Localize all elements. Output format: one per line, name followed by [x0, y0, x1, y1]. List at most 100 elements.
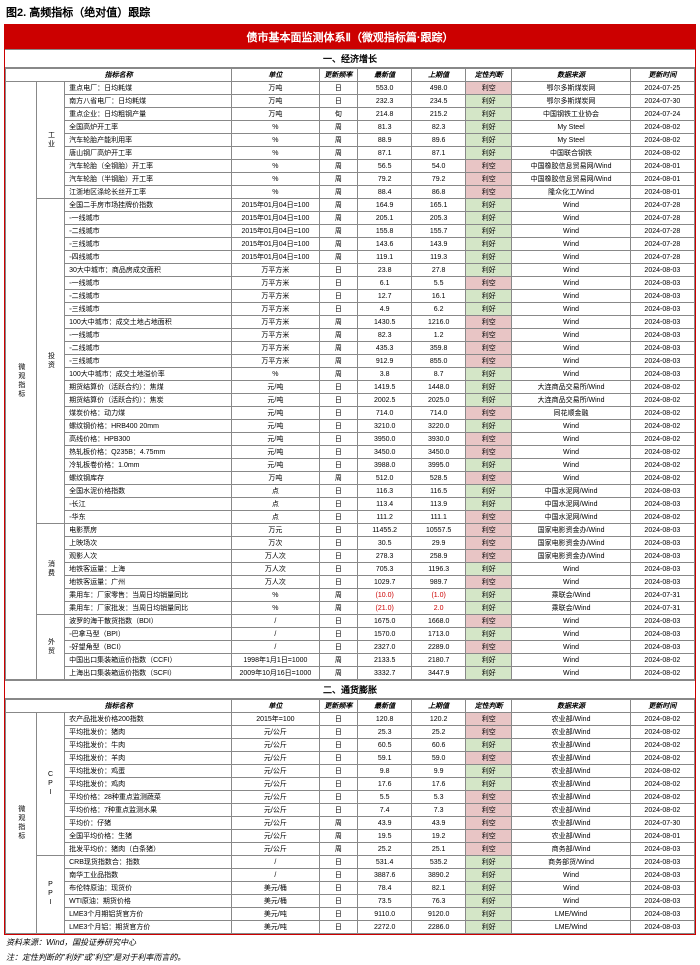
- cell-v1: 111.2: [358, 511, 412, 524]
- cell-unit: 2015年=100: [232, 713, 319, 726]
- cell-name: ◦华东: [65, 511, 232, 524]
- cell-date: 2024-08-03: [630, 576, 694, 589]
- hdr-src: 数据来源: [512, 700, 630, 713]
- cell-unit: 元/吨: [232, 420, 319, 433]
- cell-src: 农业部/Wind: [512, 791, 630, 804]
- cell-date: 2024-08-03: [630, 615, 694, 628]
- cell-name: ◦二线城市: [65, 342, 232, 355]
- cell-v1: 512.0: [358, 472, 412, 485]
- cell-v2: 6.2: [412, 303, 466, 316]
- cell-src: Wind: [512, 251, 630, 264]
- cell-v2: 16.1: [412, 290, 466, 303]
- cell-name: 江浙地区涤纶长丝开工率: [65, 186, 232, 199]
- cell-src: LME/Wind: [512, 921, 630, 934]
- cell-unit: %: [232, 186, 319, 199]
- cell-unit: %: [232, 134, 319, 147]
- hdr-v2: 上期值: [412, 69, 466, 82]
- cell-judge: 利好: [466, 368, 512, 381]
- cell-v2: 60.6: [412, 739, 466, 752]
- cell-v2: 76.3: [412, 895, 466, 908]
- cell-freq: 周: [319, 830, 358, 843]
- cell-src: 中国联合钢铁: [512, 147, 630, 160]
- cell-v2: 498.0: [412, 82, 466, 95]
- cell-date: 2024-07-28: [630, 238, 694, 251]
- table-row: 外贸波罗的海干散货指数（BDI）/日1675.01668.0利空Wind2024…: [6, 615, 695, 628]
- cell-unit: 万平方米: [232, 303, 319, 316]
- cell-freq: 周: [319, 589, 358, 602]
- cell-date: 2024-08-03: [630, 524, 694, 537]
- cell-v1: 12.7: [358, 290, 412, 303]
- cell-unit: %: [232, 602, 319, 615]
- cell-freq: 日: [319, 290, 358, 303]
- cell-v2: 989.7: [412, 576, 466, 589]
- cell-v1: 714.0: [358, 407, 412, 420]
- table-row: 微观指标工业重点电厂：日均耗煤万吨日553.0498.0利空鄂尔多斯煤炭网202…: [6, 82, 695, 95]
- cell-src: My Steel: [512, 134, 630, 147]
- cell-freq: 日: [319, 778, 358, 791]
- cell-date: 2024-08-01: [630, 186, 694, 199]
- cell-v1: 214.8: [358, 108, 412, 121]
- table-row: WTI原油：期货价格美元/桶日73.576.3利好Wind2024-08-03: [6, 895, 695, 908]
- cell-src: Wind: [512, 212, 630, 225]
- cell-unit: 元/公斤: [232, 765, 319, 778]
- table-row: 平均价格：7种重点监测水果元/公斤日7.47.3利空农业部/Wind2024-0…: [6, 804, 695, 817]
- table-row: 乘用车：厂家零售：当周日均销量同比%周(10.0)(1.0)利好乘联会/Wind…: [6, 589, 695, 602]
- cell-date: 2024-07-28: [630, 199, 694, 212]
- cell-unit: 元/公斤: [232, 830, 319, 843]
- cell-date: 2024-08-02: [630, 804, 694, 817]
- cell-date: 2024-08-03: [630, 921, 694, 934]
- table-row: ◦二线城市万平方米日12.716.1利好Wind2024-08-03: [6, 290, 695, 303]
- cell-freq: 日: [319, 407, 358, 420]
- cell-v2: 205.3: [412, 212, 466, 225]
- cell-freq: 日: [319, 615, 358, 628]
- cell-name: ◦三线城市: [65, 238, 232, 251]
- cell-v2: 1448.0: [412, 381, 466, 394]
- cell-judge: 利空: [466, 511, 512, 524]
- cell-freq: 日: [319, 882, 358, 895]
- cell-name: 上海出口集装箱运价指数（SCFI）: [65, 667, 232, 680]
- cell-v2: 714.0: [412, 407, 466, 420]
- cell-judge: 利空: [466, 830, 512, 843]
- cell-judge: 利好: [466, 778, 512, 791]
- cell-judge: 利空: [466, 752, 512, 765]
- table-row: ◦二线城市2015年01月04日=100周155.8155.7利好Wind202…: [6, 225, 695, 238]
- cell-unit: /: [232, 615, 319, 628]
- cell-judge: 利空: [466, 433, 512, 446]
- cell-src: Wind: [512, 869, 630, 882]
- cell-date: 2024-08-03: [630, 563, 694, 576]
- table-row: 平均价格：28种重点监测蔬菜元/公斤日5.55.3利空农业部/Wind2024-…: [6, 791, 695, 804]
- cell-freq: 日: [319, 641, 358, 654]
- cell-src: 商务部/Wind: [512, 843, 630, 856]
- cell-v1: 1430.5: [358, 316, 412, 329]
- cell-name: 全国平均价格：生猪: [65, 830, 232, 843]
- cell-name: 螺纹钢价格：HRB400 20mm: [65, 420, 232, 433]
- cell-name: ◦一线城市: [65, 277, 232, 290]
- cell-v2: 5.5: [412, 277, 466, 290]
- cell-name: 100大中城市：成交土地占地面积: [65, 316, 232, 329]
- cell-v2: 3220.0: [412, 420, 466, 433]
- table-row: 上海出口集装箱运价指数（SCFI）2009年10月16日=1000周3332.7…: [6, 667, 695, 680]
- cell-unit: 2015年01月04日=100: [232, 238, 319, 251]
- cell-name: ◦一线城市: [65, 329, 232, 342]
- cell-unit: %: [232, 121, 319, 134]
- cell-v2: 79.2: [412, 173, 466, 186]
- cell-judge: 利空: [466, 342, 512, 355]
- cell-date: 2024-08-03: [630, 843, 694, 856]
- table-row: LME3个月铝：期货官方价美元/吨日2272.02286.0利好LME/Wind…: [6, 921, 695, 934]
- cell-name: 平均价格：7种重点监测水果: [65, 804, 232, 817]
- cell-freq: 日: [319, 726, 358, 739]
- cell-judge: 利好: [466, 199, 512, 212]
- cell-src: 农业部/Wind: [512, 726, 630, 739]
- cell-judge: 利好: [466, 264, 512, 277]
- table-row: 观影人次万人次日278.3258.9利空国家电影资金办/Wind2024-08-…: [6, 550, 695, 563]
- figure-title: 图2. 高频指标（绝对值）跟踪: [0, 0, 700, 24]
- table-row: 冷轧板卷价格：1.0mm元/吨日3988.03995.0利好Wind2024-0…: [6, 459, 695, 472]
- cell-src: 农业部/Wind: [512, 804, 630, 817]
- cell-v2: 3450.0: [412, 446, 466, 459]
- cell-v1: 43.9: [358, 817, 412, 830]
- cell-date: 2024-08-02: [630, 147, 694, 160]
- cell-date: 2024-08-03: [630, 908, 694, 921]
- cell-v1: 3450.0: [358, 446, 412, 459]
- cell-name: 乘用车：厂家零售：当周日均销量同比: [65, 589, 232, 602]
- cell-src: Wind: [512, 342, 630, 355]
